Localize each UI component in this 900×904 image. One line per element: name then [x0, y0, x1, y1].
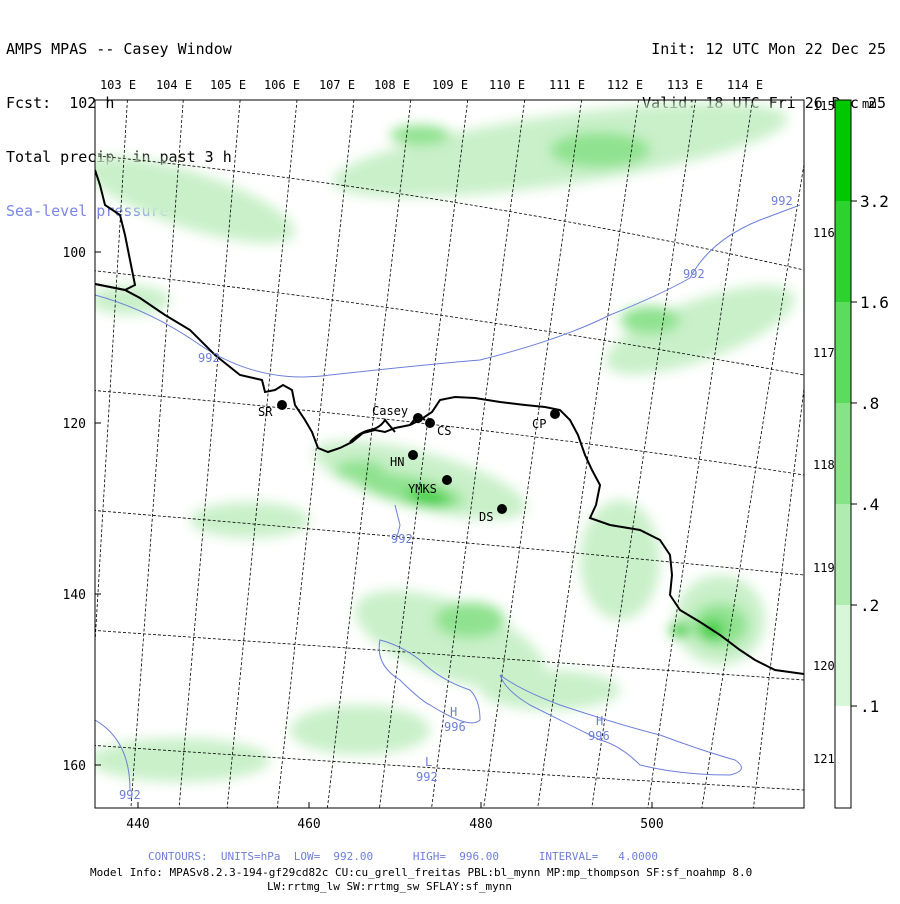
y-tick-label: 120 — [63, 417, 86, 432]
precip-field — [95, 102, 795, 782]
station-label: SR — [258, 405, 273, 419]
lon-label: 108 E — [374, 78, 410, 92]
axis-ticks — [95, 251, 653, 808]
forecast-hour: Fcst: 102 h — [6, 94, 115, 112]
graticule — [95, 100, 804, 808]
pressure-center-high: H — [596, 714, 603, 728]
lon-label: 110 E — [489, 78, 525, 92]
contour-label: 992 — [416, 770, 438, 784]
slp-contours — [95, 204, 801, 791]
contour-label: 992 — [391, 532, 413, 546]
lon-label: 107 E — [319, 78, 355, 92]
legend-colorbar — [834, 99, 857, 809]
legend-level: .4 — [860, 495, 879, 514]
x-tick-label: 440 — [126, 817, 149, 832]
contour-label: 996 — [588, 729, 610, 743]
station-label: Casey — [372, 404, 408, 418]
legend-swatch — [835, 100, 851, 201]
station-marker-cs[interactable] — [425, 418, 435, 428]
legend-unit: mm — [862, 97, 876, 111]
init-time: Init: 12 UTC Mon 22 Dec 25 — [651, 40, 886, 58]
legend-swatch — [835, 201, 851, 302]
legend-frame — [834, 99, 852, 809]
x-tick-labels: 440 460 480 500 — [126, 817, 663, 832]
legend-swatch — [835, 302, 851, 403]
legend-level: 1.6 — [860, 293, 889, 312]
station-marker-sr[interactable] — [277, 400, 287, 410]
station-label: CP — [532, 417, 546, 431]
lon-label: 109 E — [432, 78, 468, 92]
contour-label: 992 — [119, 788, 141, 802]
x-tick-label: 480 — [469, 817, 492, 832]
contour-label: 992 — [771, 194, 793, 208]
lon-label: 112 E — [607, 78, 643, 92]
legend-labels: mm 3.2 1.6 .8 .4 .2 .1 — [860, 97, 889, 716]
lon-labels-top: 103 E 104 E 105 E 106 E 107 E 108 E 109 … — [100, 78, 763, 92]
station-marker-hn[interactable] — [408, 450, 418, 460]
pressure-center-low: L — [425, 755, 432, 769]
x-tick-label: 500 — [640, 817, 663, 832]
legend-swatch — [835, 504, 851, 605]
model-info-line2: LW:rrtmg_lw SW:rrtmg_sw SFLAY:sf_mynn — [267, 880, 513, 893]
legend-swatch — [835, 403, 851, 504]
lon-label: 103 E — [100, 78, 136, 92]
plot-frame — [94, 99, 805, 809]
x-tick-label: 460 — [297, 817, 320, 832]
map-title: AMPS MPAS -- Casey Window — [6, 40, 232, 58]
contour-labels: 992 992 992 992 996 996 992 992 H H L — [119, 194, 793, 802]
pressure-center-high: H — [450, 705, 457, 719]
legend-swatch — [835, 605, 851, 706]
station-label: CS — [437, 424, 451, 438]
legend-level: .2 — [860, 596, 879, 615]
y-tick-label: 140 — [63, 588, 86, 603]
station-label: YMKS — [408, 482, 437, 496]
model-info-line1: Model Info: MPASv8.2.3-194-gf29cd82c CU:… — [90, 866, 753, 879]
station-marker-ds[interactable] — [497, 504, 507, 514]
station-marker-cp[interactable] — [550, 409, 560, 419]
station-marker-ymks[interactable] — [442, 475, 452, 485]
lon-label: 105 E — [210, 78, 246, 92]
lon-label: 111 E — [549, 78, 585, 92]
y-tick-labels: 100 120 140 160 — [63, 246, 86, 774]
legend-swatch — [835, 706, 851, 808]
y-tick-label: 100 — [63, 246, 86, 261]
contour-label: 992 — [198, 351, 220, 365]
lon-label: 104 E — [156, 78, 192, 92]
legend-level: .8 — [860, 394, 879, 413]
contour-label: 996 — [444, 720, 466, 734]
y-tick-label: 160 — [63, 759, 86, 774]
contour-label: 992 — [683, 267, 705, 281]
station-label: HN — [390, 455, 404, 469]
station-labels: SR Casey CS CP HN YMKS DS — [258, 404, 546, 524]
lon-label: 113 E — [667, 78, 703, 92]
lon-label: 114 E — [727, 78, 763, 92]
lon-label: 106 E — [264, 78, 300, 92]
station-label: DS — [479, 510, 493, 524]
stations — [277, 400, 560, 514]
station-marker-casey[interactable] — [413, 413, 423, 423]
legend-level: 3.2 — [860, 192, 889, 211]
contour-info: CONTOURS: UNITS=hPa LOW= 992.00 HIGH= 99… — [148, 850, 658, 863]
legend-level: .1 — [860, 697, 879, 716]
